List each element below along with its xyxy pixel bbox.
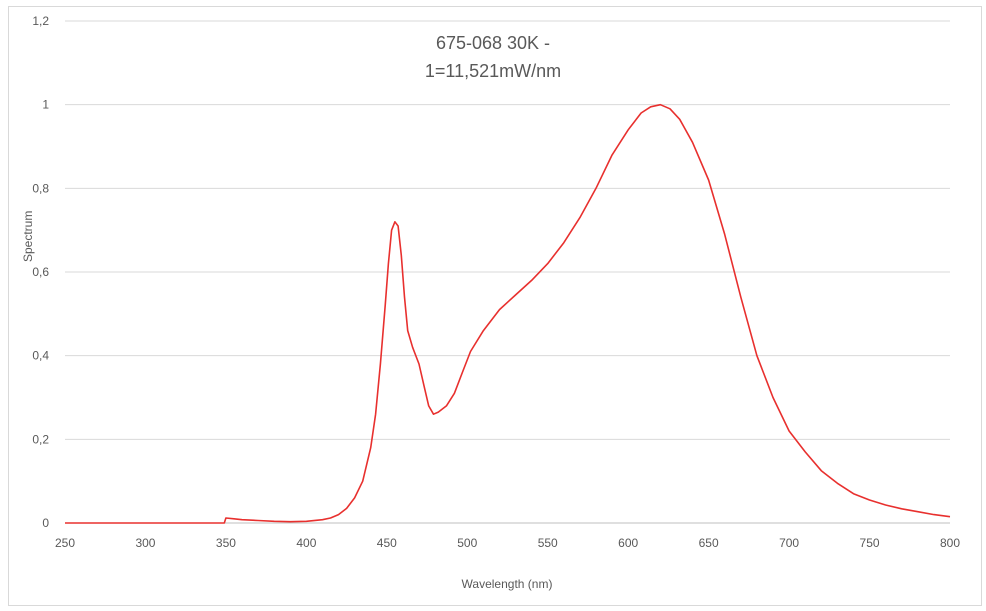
x-tick-label: 250	[55, 536, 75, 550]
y-axis-label: Spectrum	[21, 210, 35, 262]
y-tick-label: 0,2	[32, 432, 49, 446]
x-tick-label: 600	[618, 536, 638, 550]
y-tick-labels: 0 0,2 0,4 0,6 0,8 1 1,2	[32, 14, 49, 530]
chart-title-line-2: 1=11,521mW/nm	[424, 61, 562, 81]
chart-area	[8, 6, 982, 606]
x-tick-label: 300	[135, 536, 155, 550]
x-axis-label: Wavelength (nm)	[461, 577, 553, 591]
chart-title-line-1: 675-068 30K -	[435, 33, 551, 53]
y-tick-label: 0,4	[32, 349, 49, 363]
y-tick-label: 0	[42, 516, 49, 530]
x-tick-label: 450	[377, 536, 397, 550]
x-tick-label: 350	[216, 536, 236, 550]
x-tick-label: 650	[699, 536, 719, 550]
x-tick-label: 400	[296, 536, 316, 550]
y-tick-label: 0,6	[32, 265, 49, 279]
y-tick-label: 1	[42, 98, 49, 112]
spectrum-series-line	[65, 103, 951, 524]
y-tick-label: 0,8	[32, 181, 49, 195]
x-tick-label: 750	[860, 536, 880, 550]
x-tick-label: 700	[779, 536, 799, 550]
x-tick-label: 800	[940, 536, 960, 550]
gridlines	[65, 20, 950, 440]
x-tick-labels: 250 300 350 400 450 500 550 600 650 700 750 800	[55, 536, 960, 550]
y-tick-label: 1,2	[32, 14, 49, 28]
x-tick-label: 550	[538, 536, 558, 550]
x-tick-label: 500	[457, 536, 477, 550]
